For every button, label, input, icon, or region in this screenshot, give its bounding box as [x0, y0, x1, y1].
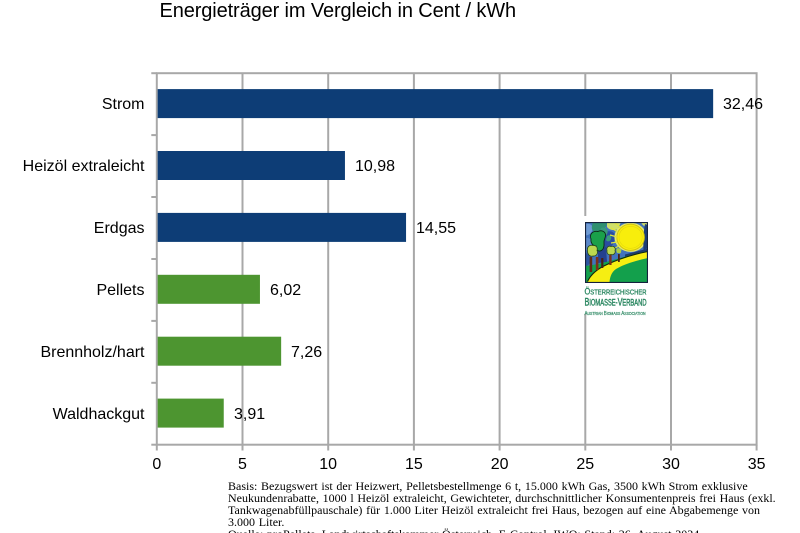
svg-text:ÖSTERREICHISCHER: ÖSTERREICHISCHER [585, 287, 647, 298]
svg-text:BIOMASSE-VERBAND: BIOMASSE-VERBAND [585, 297, 647, 309]
svg-text:AUSTRIAN BIOMASS ASSOCIATION: AUSTRIAN BIOMASS ASSOCIATION [585, 311, 646, 316]
